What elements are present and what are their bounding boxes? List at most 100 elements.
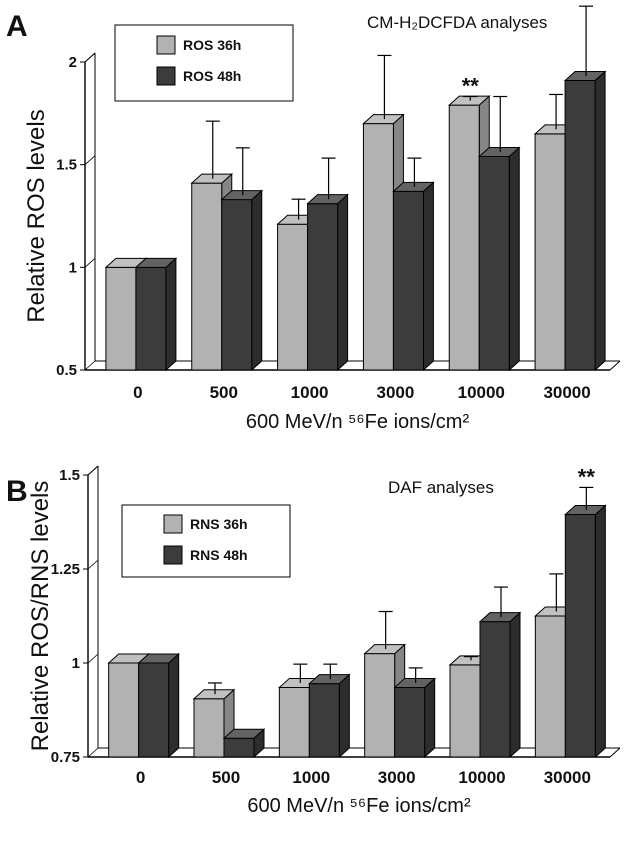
bar-top-face — [393, 677, 436, 688]
bar — [448, 104, 480, 371]
axis-floor-right-edge — [609, 360, 621, 371]
legend-swatch — [163, 514, 183, 534]
y-tick-diagonal — [87, 559, 99, 570]
x-tick-label: 1000 — [291, 383, 329, 402]
bar-top-face — [563, 70, 607, 81]
bar — [394, 686, 426, 758]
bar-side-face — [594, 504, 606, 759]
bar-side-face — [168, 652, 180, 759]
bar — [135, 266, 167, 371]
bar — [564, 79, 596, 371]
bar — [478, 155, 510, 371]
legend-label: RNS 48h — [190, 547, 248, 563]
significance-label: ** — [578, 0, 596, 8]
panel-b: 0.75 1 1.25 1.5 0 500 1000 3000 10000 30000 ** B DAF… — [6, 464, 621, 817]
x-tick-label: 3000 — [377, 383, 415, 402]
bar-top-face — [362, 114, 405, 125]
bar-side-face — [594, 70, 606, 372]
x-tick-label: 10000 — [458, 383, 505, 402]
panel-label: B — [6, 475, 28, 508]
bar — [193, 698, 225, 758]
legend-swatch — [163, 545, 183, 565]
bar — [362, 123, 394, 371]
y-tick-label: 0.75 — [51, 749, 80, 766]
panel-a: 0.5 1 1.5 2 0 500 1000 3000 10000 30000 ** ** A CM-H₂… — [6, 0, 621, 433]
x-axis-label: 600 MeV/n ⁵⁶Fe ions/cm² — [247, 795, 471, 817]
bar — [449, 664, 481, 758]
x-tick-label: 1000 — [292, 768, 330, 787]
bar-side-face — [338, 673, 350, 759]
y-tick-diagonal — [84, 360, 96, 371]
chart-title: CM-H₂DCFDA analyses — [367, 13, 547, 32]
y-tick-diagonal — [87, 747, 99, 758]
y-tick-label: 1.5 — [59, 467, 80, 484]
bar-side-face — [165, 257, 177, 372]
bar-top-face — [447, 95, 491, 106]
y-axis-label: Relative ROS levels — [23, 109, 50, 322]
legend-label: ROS 36h — [183, 37, 241, 53]
bar-top-face — [134, 257, 178, 268]
bar — [564, 513, 596, 758]
legend-label: ROS 48h — [183, 68, 241, 84]
y-tick-diagonal — [87, 465, 99, 476]
y-tick-label: 0.5 — [56, 362, 77, 379]
bar-top-face — [190, 173, 234, 184]
bar — [191, 182, 223, 371]
y-tick-diagonal — [84, 52, 96, 63]
bar-top-face — [137, 653, 180, 664]
y-tick-label: 2 — [69, 54, 77, 71]
y-tick-diagonal — [87, 653, 99, 664]
chart-title: DAF analyses — [388, 478, 494, 497]
y-tick-diagonal — [84, 155, 96, 165]
bar-top-face — [308, 674, 351, 685]
bar-side-face — [422, 181, 434, 372]
y-axis-label: Relative ROS/RNS levels — [27, 481, 54, 752]
x-tick-label: 3000 — [378, 768, 416, 787]
bar — [278, 686, 310, 758]
x-tick-label: 30000 — [543, 383, 590, 402]
bar — [221, 199, 253, 371]
bar — [138, 662, 170, 758]
bar — [108, 662, 140, 758]
x-tick-label: 0 — [133, 383, 142, 402]
bar-top-face — [222, 728, 266, 739]
bar-top-face — [477, 146, 521, 157]
bar — [105, 266, 137, 371]
bar — [534, 615, 566, 758]
panel-label: A — [6, 10, 28, 43]
bar — [277, 223, 309, 371]
bar — [364, 653, 396, 758]
x-tick-label: 30000 — [544, 768, 591, 787]
y-tick-label: 1 — [72, 655, 80, 672]
bar-top-face — [363, 644, 406, 655]
bar-side-face — [509, 611, 521, 759]
x-tick-label: 500 — [210, 383, 238, 402]
bar — [392, 190, 424, 371]
bar — [223, 737, 255, 758]
bar-top-face — [564, 504, 607, 515]
bar — [479, 621, 511, 758]
y-tick-label: 1.5 — [56, 157, 77, 174]
bar-top-face — [392, 181, 435, 192]
significance-label: ** — [462, 74, 480, 99]
bar-top-face — [306, 194, 349, 205]
bar — [308, 683, 340, 758]
y-tick-label: 1.25 — [51, 561, 80, 578]
bar-top-face — [478, 612, 522, 623]
significance-label: ** — [578, 464, 596, 489]
y-tick-diagonal — [84, 258, 96, 268]
legend-swatch — [156, 66, 176, 86]
x-tick-label: 10000 — [458, 768, 505, 787]
legend-label: RNS 36h — [190, 516, 248, 532]
bar-top-face — [220, 190, 264, 201]
y-tick-label: 1 — [69, 259, 77, 276]
x-tick-label: 500 — [212, 768, 240, 787]
bar-top-face — [192, 689, 236, 700]
x-tick-label: 0 — [136, 768, 145, 787]
bar-side-face — [337, 193, 349, 372]
legend-box — [114, 24, 294, 102]
axis-floor-right-edge — [609, 747, 621, 758]
legend-swatch — [156, 35, 176, 55]
bar — [534, 133, 566, 371]
